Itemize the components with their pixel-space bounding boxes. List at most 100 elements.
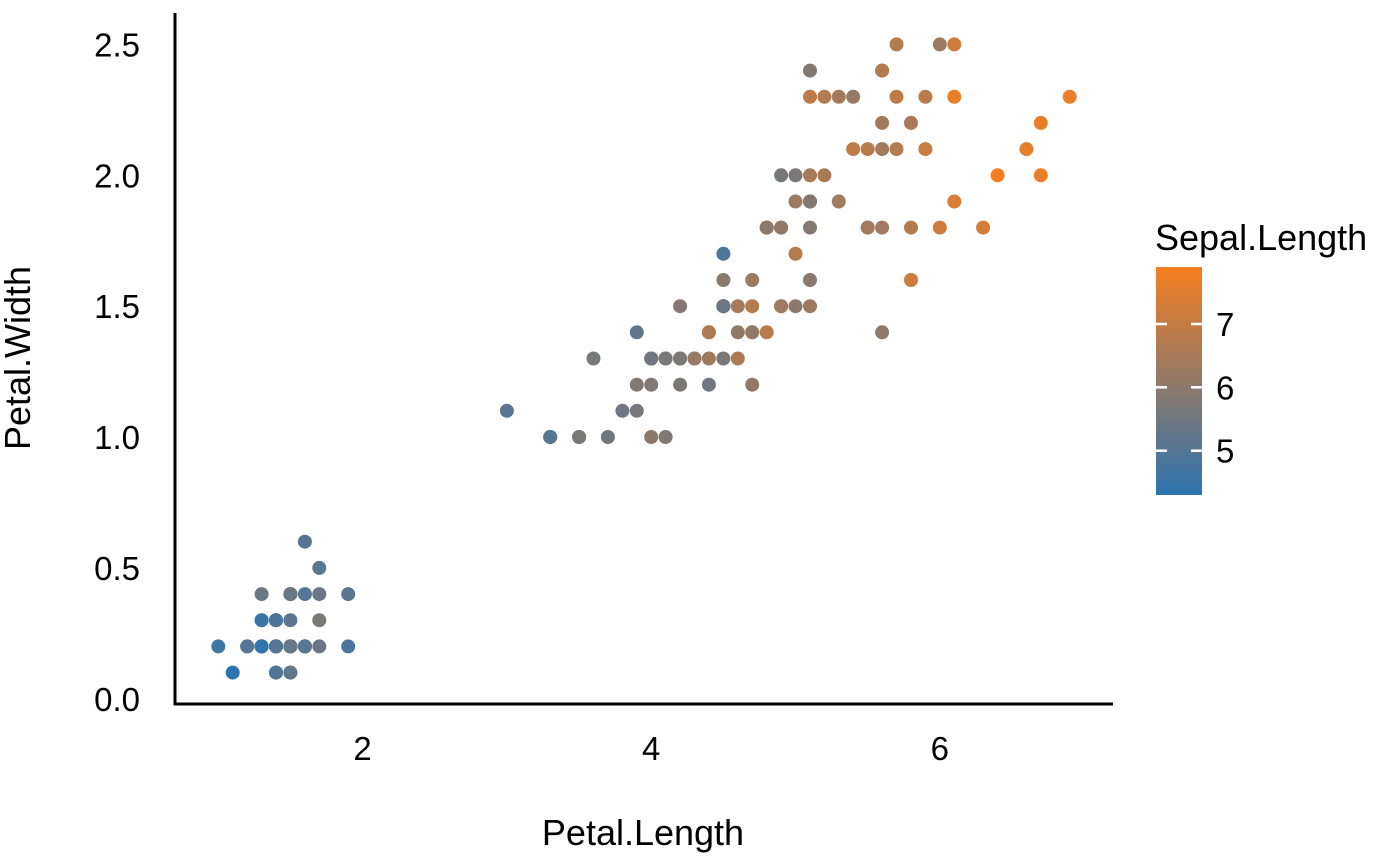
- data-point: [254, 613, 269, 628]
- data-point: [817, 168, 832, 183]
- data-point: [240, 639, 255, 654]
- data-point: [283, 665, 298, 680]
- data-point: [586, 351, 601, 366]
- data-point: [918, 142, 933, 157]
- data-point: [341, 639, 356, 654]
- colorbar-tick-labels: 5 6 7: [1156, 306, 1234, 470]
- data-point: [947, 194, 962, 209]
- data-point: [875, 142, 890, 157]
- data-point: [803, 63, 817, 78]
- data-point: [716, 246, 731, 261]
- data-point: [499, 403, 514, 418]
- data-point: [701, 377, 716, 392]
- y-tick-label: 2.0: [94, 157, 140, 194]
- data-point: [716, 273, 731, 287]
- x-tick-label: 2: [353, 730, 371, 767]
- data-point: [774, 299, 789, 314]
- colorbar-gradient: [1156, 267, 1202, 495]
- data-point: [543, 430, 558, 444]
- data-point: [1062, 89, 1077, 104]
- data-point: [730, 351, 745, 366]
- data-point: [1033, 168, 1048, 183]
- colorbar-tick-label: 7: [1216, 306, 1234, 343]
- y-axis-title: Petal.Width: [0, 266, 38, 450]
- data-point: [629, 377, 644, 392]
- data-point: [297, 587, 312, 602]
- data-point: [211, 639, 226, 654]
- data-point: [283, 639, 298, 654]
- data-point: [283, 613, 298, 628]
- data-point: [312, 639, 327, 654]
- data-point: [297, 534, 312, 549]
- data-point: [745, 273, 760, 287]
- data-point: [658, 351, 673, 366]
- data-point: [976, 220, 991, 235]
- data-point: [701, 351, 716, 366]
- x-tick-label: 6: [931, 730, 949, 767]
- data-point: [846, 89, 861, 104]
- data-point: [1019, 142, 1034, 157]
- data-point: [629, 325, 644, 340]
- y-tick-label: 2.5: [94, 26, 140, 63]
- data-point: [788, 299, 803, 314]
- data-point: [788, 194, 803, 209]
- data-point: [297, 639, 312, 654]
- data-point: [947, 37, 962, 52]
- data-point: [225, 665, 240, 680]
- data-point: [673, 351, 688, 366]
- data-point: [254, 587, 269, 602]
- data-point: [788, 168, 803, 183]
- data-point: [701, 325, 716, 340]
- data-point: [875, 63, 890, 78]
- data-point: [730, 299, 745, 314]
- data-point: [269, 665, 283, 680]
- data-point: [745, 325, 760, 340]
- data-point: [889, 89, 904, 104]
- data-point: [947, 89, 962, 104]
- y-axis-tick-labels: 0.0 0.5 1.0 1.5 2.0 2.5: [94, 26, 140, 717]
- data-point: [846, 142, 861, 157]
- data-point: [269, 613, 283, 628]
- data-point: [875, 325, 890, 340]
- data-point: [860, 142, 875, 157]
- data-point: [269, 639, 283, 654]
- x-tick-label: 4: [642, 730, 660, 767]
- data-point: [673, 377, 688, 392]
- data-point: [644, 377, 659, 392]
- y-tick-label: 1.5: [94, 288, 140, 325]
- data-point: [918, 89, 933, 104]
- data-point: [658, 430, 673, 444]
- data-point: [745, 377, 760, 392]
- data-point: [932, 220, 947, 235]
- data-point: [932, 37, 947, 52]
- colorbar-tick-label: 6: [1216, 369, 1234, 406]
- data-point: [803, 168, 817, 183]
- data-point: [904, 273, 918, 287]
- data-point: [600, 430, 615, 444]
- data-point: [312, 587, 327, 602]
- y-tick-label: 0.0: [94, 681, 140, 718]
- data-point: [673, 299, 688, 314]
- data-point: [904, 115, 918, 130]
- data-point: [889, 37, 904, 52]
- x-axis-tick-labels: 2 4 6: [353, 730, 949, 767]
- data-point: [860, 220, 875, 235]
- data-point: [1033, 115, 1048, 130]
- data-point: [312, 560, 327, 575]
- data-point: [990, 168, 1005, 183]
- data-point: [312, 613, 327, 628]
- data-point: [803, 220, 817, 235]
- data-point: [745, 299, 760, 314]
- colorbar-tick-label: 5: [1216, 433, 1234, 470]
- data-point: [904, 220, 918, 235]
- data-point: [803, 194, 817, 209]
- data-point: [644, 430, 659, 444]
- data-point: [759, 220, 774, 235]
- x-axis-title: Petal.Length: [542, 812, 744, 853]
- data-point: [803, 273, 817, 287]
- y-tick-label: 0.5: [94, 550, 140, 587]
- data-point: [716, 351, 731, 366]
- data-point: [875, 115, 890, 130]
